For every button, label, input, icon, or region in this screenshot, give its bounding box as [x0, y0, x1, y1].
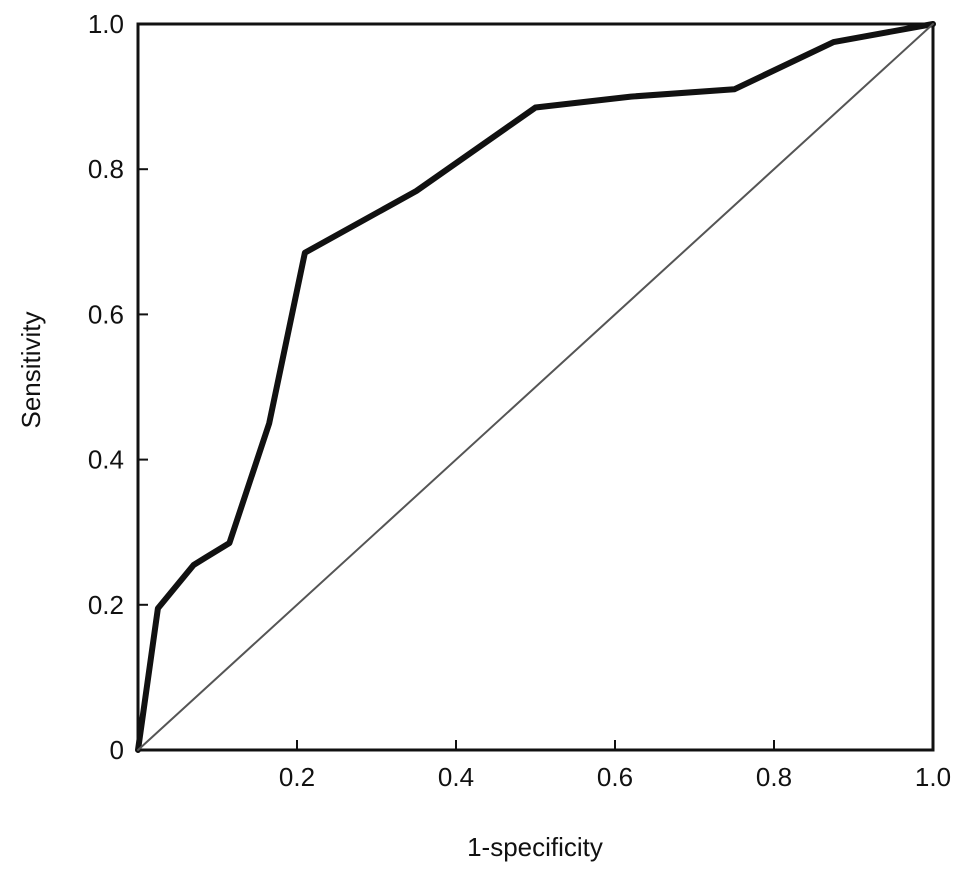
y-tick-label: 0.2 [88, 590, 124, 620]
y-tick-label: 0.6 [88, 299, 124, 329]
y-tick-label: 1.0 [88, 9, 124, 39]
x-axis-ticks: 0.2 0.4 0.6 0.8 1.0 [279, 740, 951, 792]
series-layer [135, 21, 936, 753]
reference-diagonal-line [137, 23, 934, 751]
plot-frame [136, 22, 935, 752]
x-tick-label: 0.4 [438, 762, 474, 792]
x-tick-label: 0.2 [279, 762, 315, 792]
x-tick-label: 1.0 [915, 762, 951, 792]
x-tick-label: 0.6 [597, 762, 633, 792]
y-axis-title: Sensitivity [16, 311, 46, 428]
y-axis-ticks: 0 0.2 0.4 0.6 0.8 1.0 [88, 9, 148, 765]
x-tick-label: 0.8 [756, 762, 792, 792]
y-tick-label: 0 [110, 735, 124, 765]
roc-curve-line [135, 21, 936, 753]
y-tick-label: 0.4 [88, 445, 124, 475]
x-axis-title: 1-specificity [467, 832, 603, 862]
y-tick-label: 0.8 [88, 154, 124, 184]
